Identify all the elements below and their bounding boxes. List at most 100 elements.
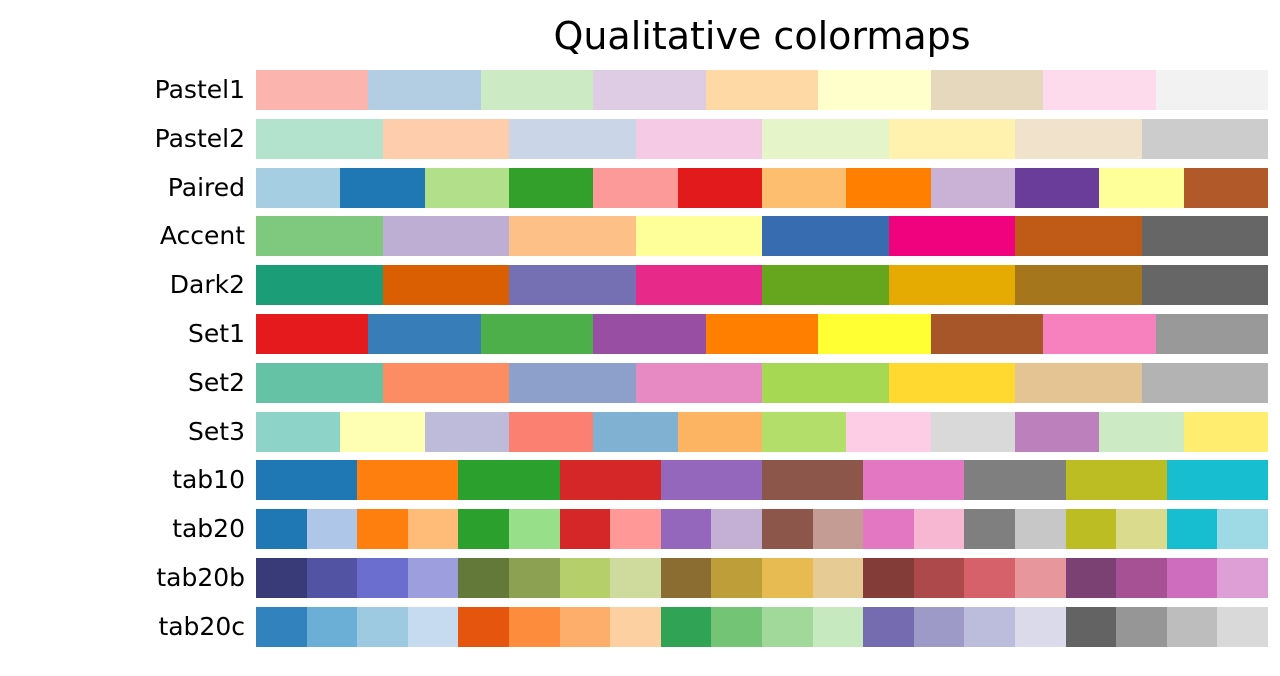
colormap-row: tab20c — [0, 606, 1280, 647]
color-swatch — [1166, 558, 1218, 598]
color-swatch — [1099, 411, 1184, 452]
color-swatch — [1043, 314, 1156, 354]
color-swatch — [508, 411, 594, 452]
colormap-row: Accent — [0, 216, 1280, 257]
color-swatch — [610, 606, 661, 647]
color-swatch — [559, 509, 611, 550]
color-swatch — [256, 70, 369, 110]
color-swatch — [812, 558, 864, 598]
colormap-row: Pastel2 — [0, 118, 1280, 159]
colormap-bar — [256, 167, 1268, 208]
color-swatch — [863, 509, 914, 550]
color-swatch — [509, 118, 636, 159]
color-swatch — [593, 411, 678, 452]
color-swatch — [1014, 509, 1066, 550]
chart-title: Qualitative colormaps — [553, 14, 971, 58]
colormap-bar — [256, 362, 1268, 403]
color-swatch — [306, 606, 358, 647]
color-swatch — [762, 265, 889, 306]
color-swatch — [1043, 70, 1156, 110]
color-swatch — [357, 460, 459, 501]
colormap-bar — [256, 509, 1268, 550]
colormap-row: Set2 — [0, 362, 1280, 403]
colormap-label: tab20 — [172, 514, 245, 544]
color-swatch — [1166, 460, 1269, 501]
color-swatch — [660, 460, 763, 501]
color-swatch — [711, 509, 762, 550]
colormap-label: Pastel1 — [154, 75, 245, 104]
color-swatch — [306, 509, 358, 550]
color-swatch — [559, 460, 661, 501]
color-swatch — [846, 411, 931, 452]
color-swatch — [660, 558, 712, 598]
color-swatch — [964, 460, 1066, 501]
colormap-bar — [256, 606, 1268, 647]
color-swatch — [256, 314, 369, 354]
color-swatch — [888, 216, 1015, 257]
colormap-row: Dark2 — [0, 265, 1280, 306]
color-swatch — [407, 606, 459, 647]
color-swatch — [818, 70, 931, 110]
color-swatch — [458, 558, 509, 598]
color-swatch — [593, 70, 706, 110]
color-swatch — [635, 362, 762, 403]
color-swatch — [888, 118, 1015, 159]
color-swatch — [1116, 558, 1167, 598]
color-swatch — [863, 606, 914, 647]
colormap-label: tab20b — [156, 563, 245, 592]
color-swatch — [762, 362, 889, 403]
color-swatch — [1141, 118, 1268, 159]
color-swatch — [424, 167, 509, 208]
color-swatch — [256, 362, 383, 403]
color-swatch — [256, 411, 341, 452]
colormap-row: Set1 — [0, 314, 1280, 354]
colormap-row: tab20b — [0, 558, 1280, 598]
color-swatch — [660, 606, 712, 647]
color-swatch — [610, 509, 661, 550]
color-swatch — [480, 70, 594, 110]
color-swatch — [762, 118, 889, 159]
color-swatch — [1116, 606, 1167, 647]
color-swatch — [1155, 70, 1268, 110]
color-swatch — [1141, 265, 1268, 306]
color-swatch — [256, 558, 307, 598]
color-swatch — [458, 460, 560, 501]
color-swatch — [382, 216, 509, 257]
color-swatch — [508, 558, 560, 598]
color-swatch — [913, 606, 965, 647]
colormap-label: tab20c — [158, 611, 245, 641]
colormap-label: Paired — [167, 172, 245, 202]
color-swatch — [812, 509, 864, 550]
color-swatch — [508, 167, 594, 208]
color-swatch — [509, 216, 636, 257]
color-swatch — [1065, 606, 1117, 647]
color-swatch — [930, 167, 1015, 208]
color-swatch — [1141, 362, 1268, 403]
color-swatch — [593, 167, 678, 208]
color-swatch — [368, 314, 481, 354]
colormap-row: Paired — [0, 167, 1280, 208]
color-swatch — [256, 118, 383, 159]
color-swatch — [1065, 509, 1117, 550]
color-swatch — [846, 167, 931, 208]
color-swatch — [812, 606, 864, 647]
color-swatch — [863, 460, 965, 501]
colormap-bar — [256, 411, 1268, 452]
color-swatch — [1116, 509, 1167, 550]
colormap-label: Accent — [159, 221, 245, 251]
color-swatch — [256, 606, 307, 647]
color-swatch — [888, 362, 1015, 403]
color-swatch — [458, 509, 509, 550]
colormap-bar — [256, 70, 1268, 110]
color-swatch — [964, 558, 1015, 598]
colormap-bar — [256, 460, 1269, 501]
color-swatch — [930, 314, 1044, 354]
color-swatch — [559, 558, 611, 598]
color-swatch — [357, 509, 408, 550]
color-swatch — [1065, 460, 1167, 501]
color-swatch — [458, 606, 509, 647]
color-swatch — [762, 216, 889, 257]
color-swatch — [256, 167, 341, 208]
color-swatch — [368, 70, 481, 110]
